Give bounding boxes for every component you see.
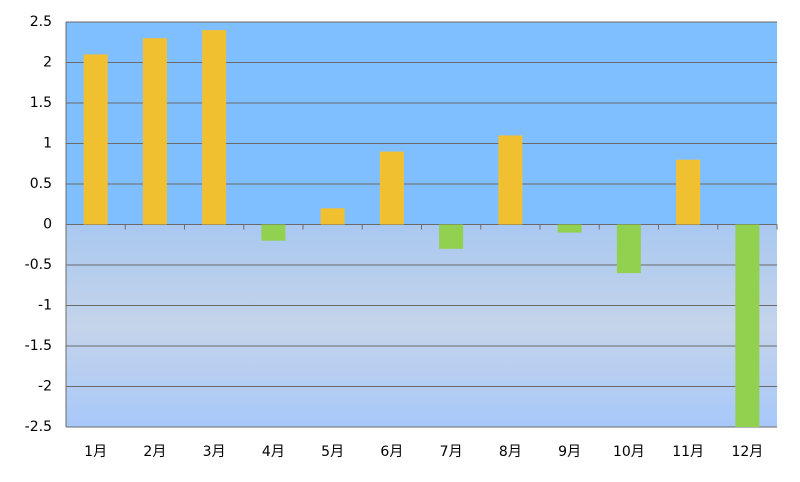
x-tick-label: 3月 (203, 444, 226, 460)
bar (616, 224, 641, 274)
y-tick-label: 2 (43, 55, 52, 71)
bar (439, 224, 464, 249)
y-tick-label: 1 (43, 136, 52, 152)
x-tick-label: 5月 (321, 444, 344, 460)
y-tick-label: -2 (38, 379, 52, 395)
x-tick-label: 10月 (613, 444, 645, 460)
plot-background (66, 224, 777, 427)
x-tick-label: 1月 (84, 444, 107, 460)
x-tick-label: 7月 (440, 444, 463, 460)
x-tick-label: 6月 (380, 444, 403, 460)
bar (142, 38, 167, 225)
bar (557, 224, 582, 233)
x-tick-label: 2月 (143, 444, 166, 460)
y-tick-label: 0.5 (30, 176, 52, 192)
y-tick-label: -1.5 (25, 338, 52, 354)
x-tick-label: 8月 (499, 444, 522, 460)
y-tick-label: -1 (38, 298, 52, 314)
bar (83, 54, 108, 225)
bar (261, 224, 286, 241)
bar (735, 224, 760, 427)
x-tick-label: 12月 (731, 444, 763, 460)
y-tick-label: -2.5 (25, 419, 52, 435)
bar (498, 135, 523, 225)
bar (202, 30, 227, 225)
x-tick-label: 11月 (672, 444, 704, 460)
x-tick-label: 9月 (558, 444, 581, 460)
bar (379, 151, 404, 225)
y-tick-label: 0 (43, 217, 52, 233)
y-tick-label: 1.5 (30, 95, 52, 111)
plot-background (66, 22, 777, 225)
bar (676, 159, 701, 225)
x-tick-label: 4月 (262, 444, 285, 460)
bar (320, 208, 345, 225)
y-tick-label: -0.5 (25, 257, 52, 273)
y-tick-label: 2.5 (30, 14, 52, 30)
